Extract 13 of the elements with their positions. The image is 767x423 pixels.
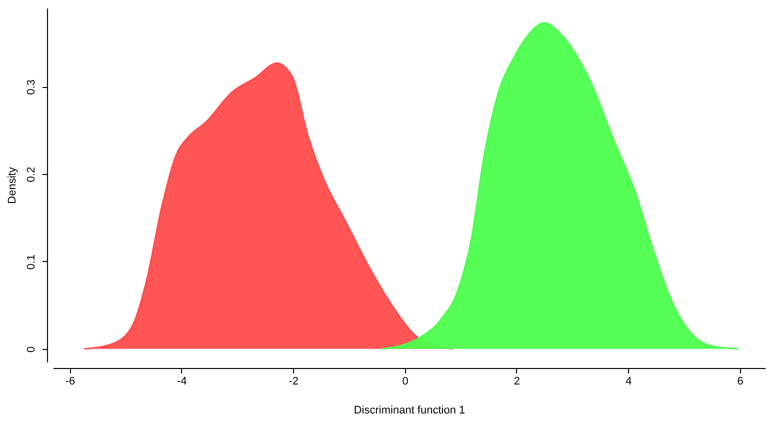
- x-tick-label: 4: [626, 376, 632, 388]
- y-tick-label: 0.1: [26, 254, 38, 270]
- x-tick-label: 2: [514, 376, 520, 388]
- y-tick-label: 0: [26, 346, 38, 352]
- x-tick-label: -4: [177, 376, 187, 388]
- y-tick-label: 0.2: [26, 166, 38, 182]
- y-tick-label: 0.3: [26, 80, 38, 95]
- y-axis-title: Density: [6, 166, 18, 204]
- x-tick-label: -6: [65, 376, 76, 388]
- x-tick-label: -2: [288, 376, 299, 388]
- x-tick-label: 6: [737, 376, 744, 388]
- x-axis-title: Discriminant function 1: [354, 404, 466, 416]
- x-tick-label: 0: [402, 376, 408, 388]
